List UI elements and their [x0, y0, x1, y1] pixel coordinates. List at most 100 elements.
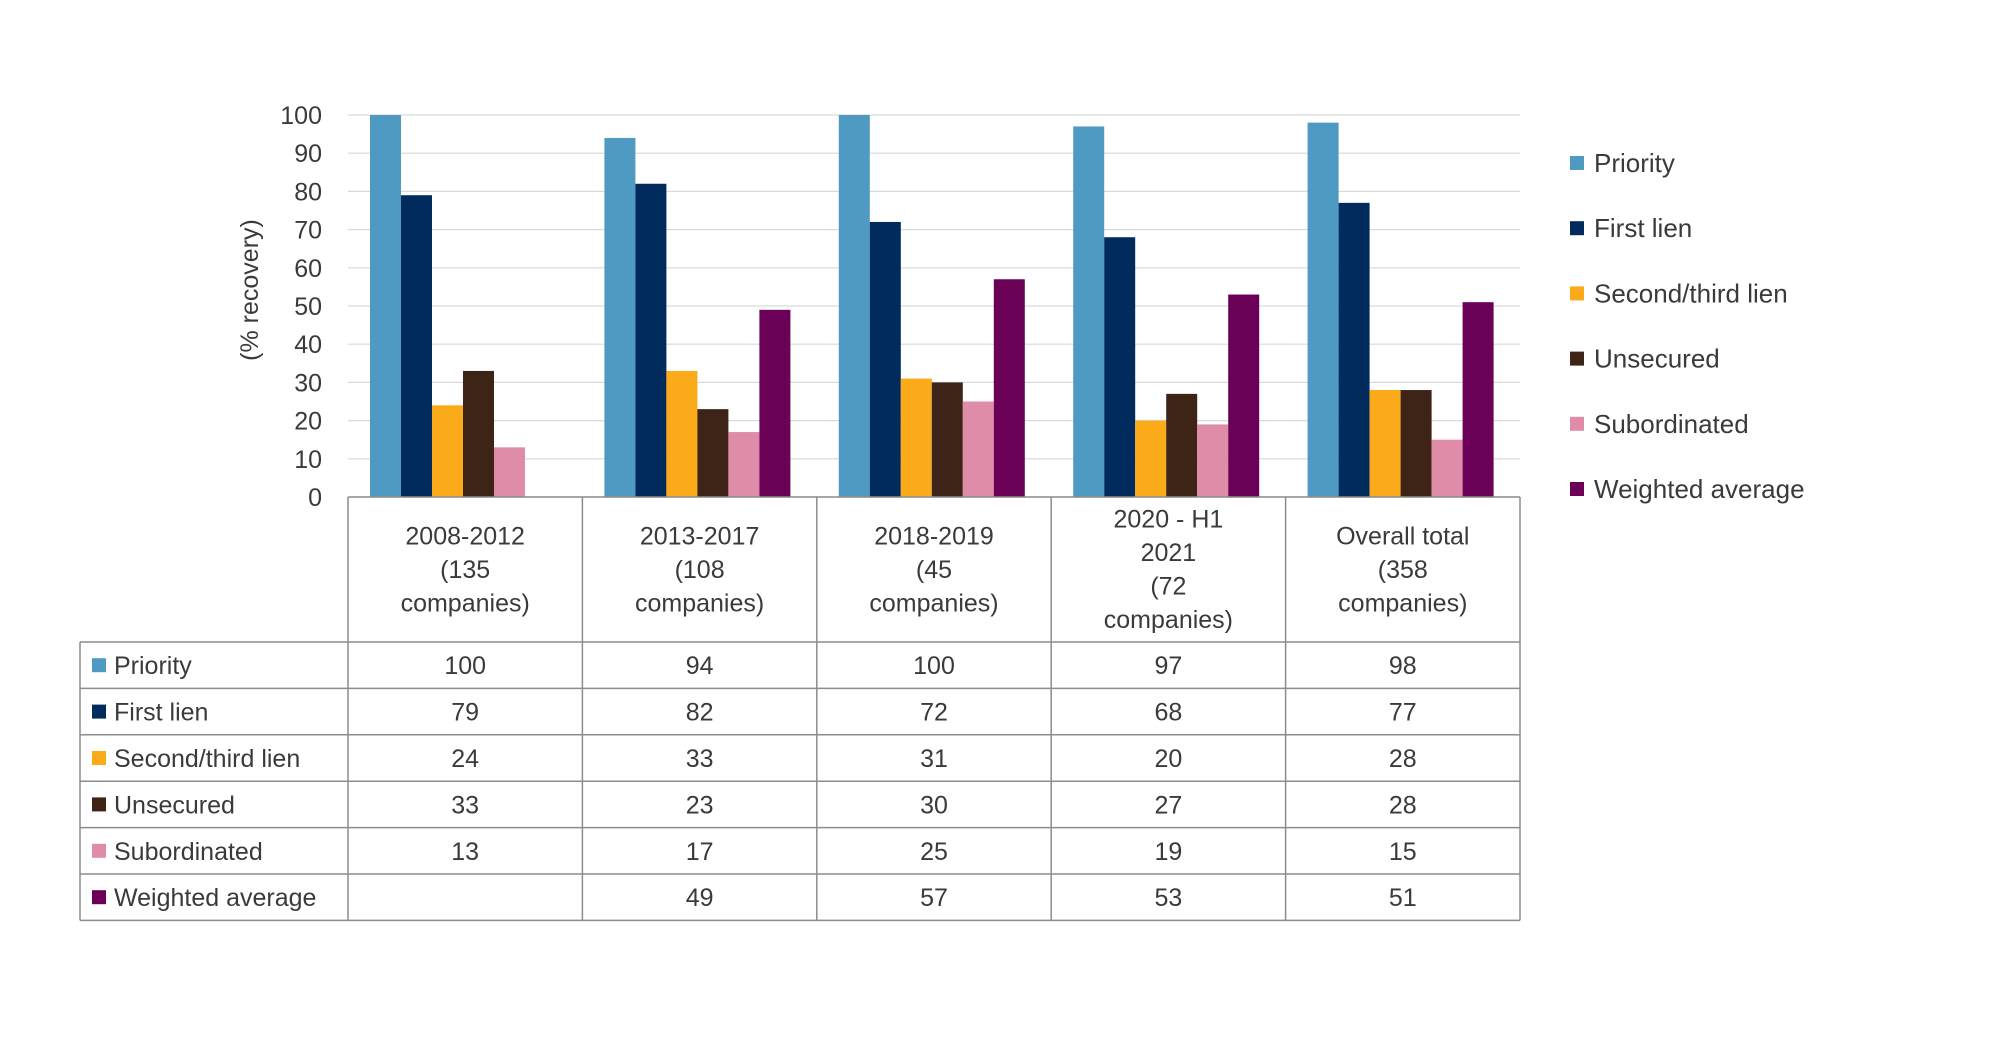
bar-second-third-lien-4: [1135, 420, 1167, 497]
table-value-unsecured-4: 27: [1154, 791, 1182, 819]
table-value-weighted-average-3: 57: [920, 884, 948, 912]
table-row-label-second-third-lien: Second/third lien: [114, 745, 300, 773]
y-tick-label: 80: [294, 178, 322, 206]
table-value-first-lien-4: 68: [1154, 699, 1182, 727]
bar-unsecured-1: [463, 370, 494, 497]
bar-first-lien-5: [1338, 202, 1370, 498]
y-tick-label: 60: [294, 255, 322, 283]
bar-first-lien-3: [869, 221, 901, 497]
legend-swatch-subordinated: [1570, 416, 1584, 431]
bar-weighted-average-5: [1462, 302, 1494, 497]
table-value-subordinated-2: 17: [686, 838, 714, 866]
y-tick-label: 50: [294, 293, 322, 321]
y-tick-label: 90: [294, 140, 322, 168]
bar-priority-3: [838, 115, 870, 497]
table-key-priority: [92, 658, 106, 673]
bar-subordinated-2: [728, 432, 760, 497]
y-tick-label: 20: [294, 408, 322, 436]
table-value-unsecured-2: 23: [686, 791, 714, 819]
bar-priority-5: [1307, 122, 1339, 497]
bar-weighted-average-2: [759, 309, 791, 497]
table-value-unsecured-5: 28: [1389, 791, 1417, 819]
y-tick-label: 100: [280, 102, 322, 130]
table-value-subordinated-3: 25: [920, 838, 948, 866]
legend-label-first-lien: First lien: [1594, 213, 1692, 243]
legend-label-subordinated: Subordinated: [1594, 409, 1749, 439]
bar-second-third-lien-5: [1369, 390, 1401, 497]
bar-weighted-average-4: [1228, 294, 1260, 497]
table-value-second-third-lien-1: 24: [451, 745, 479, 773]
y-tick-label: 10: [294, 446, 322, 474]
table-value-unsecured-1: 33: [451, 791, 479, 819]
table-value-weighted-average-2: 49: [686, 884, 714, 912]
table-value-priority-4: 97: [1154, 652, 1182, 680]
category-label-4: 2020 - H1 2021 (72 companies): [1104, 506, 1233, 635]
bar-second-third-lien-2: [666, 370, 698, 497]
bar-priority-1: [370, 115, 401, 497]
legend-swatch-weighted-average: [1570, 482, 1584, 496]
bar-second-third-lien-3: [900, 378, 932, 497]
table-value-first-lien-2: 82: [686, 699, 714, 727]
bar-first-lien-4: [1104, 237, 1136, 498]
category-label-5: Overall total (358 companies): [1336, 522, 1469, 617]
table-key-weighted-average: [92, 890, 106, 905]
table-key-second-third-lien: [92, 751, 106, 765]
table-value-weighted-average-5: 51: [1389, 884, 1417, 912]
legend-swatch-priority: [1570, 156, 1584, 170]
table-key-first-lien: [92, 704, 106, 719]
table-row-label-priority: Priority: [114, 652, 192, 680]
bar-subordinated-4: [1197, 424, 1229, 497]
legend-label-weighted-average: Weighted average: [1594, 474, 1805, 504]
y-axis: 0 10 20 30 40 50 60 70 80 90 100: [280, 102, 322, 512]
category-label-3: 2018-2019 (45 companies): [869, 522, 998, 617]
legend-swatch-second-third-lien: [1570, 286, 1584, 301]
table-value-first-lien-5: 77: [1389, 699, 1417, 727]
category-label-1: 2008-2012 (135 companies): [401, 522, 530, 617]
table-value-second-third-lien-2: 33: [686, 745, 714, 773]
table-value-priority-5: 98: [1389, 652, 1417, 680]
table-value-priority-2: 94: [686, 652, 714, 680]
table-value-second-third-lien-3: 31: [920, 745, 948, 773]
bar-priority-4: [1073, 126, 1105, 498]
legend: Priority First lien Second/third lien Unsec…: [1570, 148, 1805, 504]
table-value-unsecured-3: 30: [920, 791, 948, 819]
table-value-subordinated-5: 15: [1389, 838, 1417, 866]
table-value-second-third-lien-4: 20: [1154, 745, 1182, 773]
legend-label-unsecured: Unsecured: [1594, 344, 1720, 374]
bar-unsecured-5: [1400, 390, 1432, 497]
table-value-weighted-average-4: 53: [1154, 884, 1182, 912]
bar-weighted-average-3: [993, 279, 1025, 497]
bar-second-third-lien-1: [432, 405, 463, 497]
y-tick-label: 0: [308, 484, 322, 512]
table-value-first-lien-1: 79: [451, 699, 479, 727]
bar-subordinated-5: [1431, 439, 1463, 497]
table-value-second-third-lien-5: 28: [1389, 745, 1417, 773]
y-tick-label: 30: [294, 369, 322, 397]
bar-first-lien-2: [635, 183, 667, 497]
data-table: 2008-2012 (135 companies) 2013-2017 (108 comp…: [79, 496, 1521, 922]
table-row-label-weighted-average: Weighted average: [114, 884, 316, 912]
bar-unsecured-2: [697, 409, 729, 497]
table-value-subordinated-1: 13: [451, 838, 479, 866]
table-row-label-first-lien: First lien: [114, 699, 208, 727]
bar-subordinated-3: [962, 401, 994, 497]
table-value-priority-3: 100: [913, 652, 955, 680]
category-label-2: 2013-2017 (108 companies): [635, 522, 764, 617]
table-value-priority-1: 100: [444, 652, 486, 680]
y-tick-label: 40: [294, 331, 322, 359]
legend-label-second-third-lien: Second/third lien: [1594, 278, 1788, 308]
table-row-label-unsecured: Unsecured: [114, 791, 235, 819]
bar-first-lien-1: [401, 195, 432, 497]
table-key-subordinated: [92, 843, 106, 858]
legend-swatch-unsecured: [1570, 351, 1584, 366]
table-key-unsecured: [92, 797, 106, 812]
table-value-subordinated-4: 19: [1154, 838, 1182, 866]
bar-subordinated-1: [494, 447, 525, 497]
legend-swatch-first-lien: [1570, 221, 1584, 236]
bar-priority-2: [604, 137, 636, 498]
bar-unsecured-4: [1166, 393, 1198, 497]
bars: [370, 115, 1494, 498]
bar-unsecured-3: [931, 382, 963, 497]
y-tick-label: 70: [294, 217, 322, 245]
